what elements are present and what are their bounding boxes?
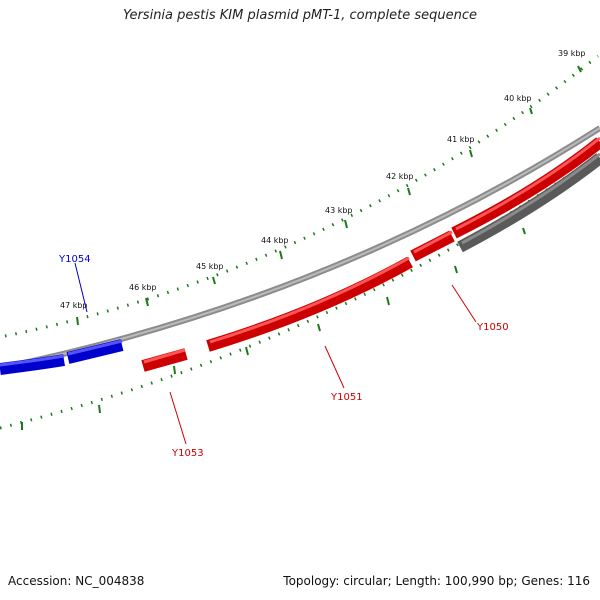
tick-label-40kbp: 40 kbp (504, 94, 532, 103)
backbone-outer (0, 125, 600, 371)
backbone-highlight (0, 127, 600, 369)
gene-label-y1053[interactable]: Y1053 (171, 448, 204, 459)
leader-line-y1054 (74, 262, 88, 313)
map-title: Yersinia pestis KIM plasmid pMT-1, compl… (122, 8, 478, 23)
tick-label-39kbp: 39 kbp (558, 49, 586, 58)
gene-forward-strand[interactable] (141, 136, 600, 372)
accession-text: Accession: NC_004838 (8, 574, 145, 588)
gene-label-y1051[interactable]: Y1051 (330, 392, 363, 403)
gene-grey-segment[interactable] (457, 152, 600, 253)
topology-summary-text: Topology: circular; Length: 100,990 bp; … (283, 574, 590, 588)
gene-reverse-strand[interactable] (0, 339, 124, 375)
tick-label-46kbp: 46 kbp (129, 283, 157, 292)
tick-label-47kbp: 47 kbp (60, 301, 88, 310)
inner-ruler-minor-ticks (0, 153, 600, 430)
leader-line-y1051 (324, 345, 345, 389)
inner-ruler-major-ticks (21, 227, 526, 430)
tick-label-43kbp: 43 kbp (325, 206, 353, 215)
tick-label-41kbp: 41 kbp (447, 135, 475, 144)
tick-label-42kbp: 42 kbp (386, 172, 414, 181)
tick-label-44kbp: 44 kbp (261, 236, 289, 245)
leader-line-y1053 (169, 391, 187, 445)
outer-ruler-major-ticks (76, 65, 582, 326)
tick-label-45kbp: 45 kbp (196, 262, 224, 271)
gene-label-y1050[interactable]: Y1050 (476, 322, 509, 333)
leader-line-y1050 (451, 284, 477, 323)
gene-label-y1054[interactable]: Y1054 (58, 254, 91, 265)
